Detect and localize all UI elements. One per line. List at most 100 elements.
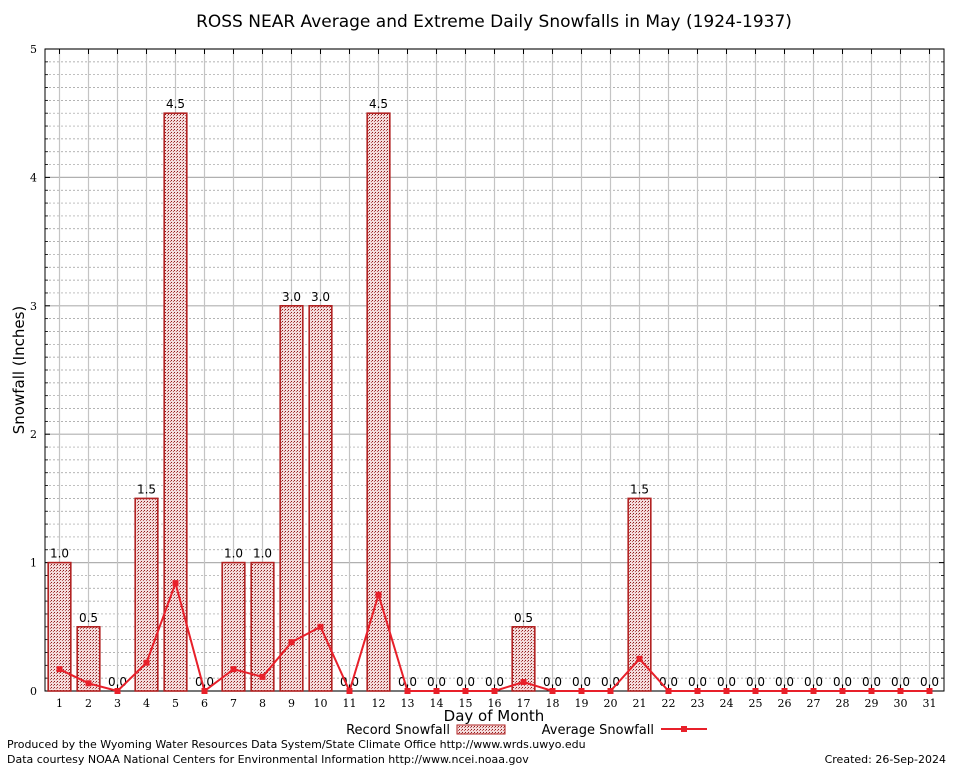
average-point-day-11 [346, 688, 353, 694]
y-tick-label: 5 [30, 43, 37, 56]
y-tick-label: 1 [30, 557, 37, 570]
x-tick-label: 17 [517, 697, 531, 710]
bar-day-12 [366, 112, 391, 692]
average-point-day-17 [520, 679, 527, 686]
x-tick-label: 2 [85, 697, 92, 710]
bar-value-label: 1.0 [50, 547, 69, 561]
x-tick-label: 26 [778, 697, 792, 710]
average-point-day-24 [723, 688, 730, 694]
average-point-day-13 [404, 688, 411, 694]
bar-value-label: 0.0 [195, 675, 214, 689]
x-tick-label: 13 [401, 697, 415, 710]
bar-value-label: 1.5 [137, 482, 156, 496]
record-bars [47, 112, 652, 692]
bar-value-label: 0.0 [891, 675, 910, 689]
bar-value-label: 0.0 [746, 675, 765, 689]
y-tick-label: 0 [30, 685, 37, 698]
bar-value-label: 0.0 [572, 675, 591, 689]
bar-value-label: 0.0 [398, 675, 417, 689]
average-point-day-26 [781, 688, 788, 694]
average-point-day-19 [578, 688, 585, 694]
average-point-day-10 [317, 623, 324, 630]
bar-value-label: 0.5 [514, 611, 533, 625]
x-tick-label: 14 [430, 697, 444, 710]
bar-day-5 [163, 112, 188, 692]
bar-day-7 [221, 561, 246, 692]
average-point-day-4 [143, 659, 150, 666]
x-tick-label: 20 [604, 697, 618, 710]
bar-value-label: 0.0 [717, 675, 736, 689]
x-tick-label: 15 [459, 697, 473, 710]
average-point-day-6 [201, 688, 208, 694]
average-point-day-7 [230, 666, 237, 673]
x-tick-label: 4 [143, 697, 150, 710]
average-point-day-29 [868, 688, 875, 694]
average-point-day-27 [810, 688, 817, 694]
x-tick-label: 22 [662, 697, 676, 710]
x-tick-label: 8 [259, 697, 266, 710]
average-point-day-31 [926, 688, 933, 694]
bar-day-8 [250, 561, 275, 692]
x-tick-label: 9 [288, 697, 295, 710]
x-tick-label: 31 [923, 697, 937, 710]
x-tick-label: 28 [836, 697, 850, 710]
average-point-day-21 [636, 655, 643, 662]
x-tick-label: 16 [488, 697, 502, 710]
x-tick-label: 30 [894, 697, 908, 710]
bar-value-label: 0.0 [543, 675, 562, 689]
bar-day-1 [47, 561, 72, 692]
x-tick-label: 23 [691, 697, 705, 710]
x-axis-label: Day of Month [444, 707, 545, 725]
footer-created: Created: 26-Sep-2024 [824, 753, 946, 766]
bar-value-label: 0.0 [862, 675, 881, 689]
bar-value-label: 0.0 [833, 675, 852, 689]
bar-value-label: 0.0 [659, 675, 678, 689]
footer-produced-by: Produced by the Wyoming Water Resources … [7, 738, 586, 751]
average-point-day-3 [114, 688, 121, 694]
x-tick-label: 21 [633, 697, 647, 710]
average-point-day-9 [288, 639, 295, 646]
x-tick-label: 24 [720, 697, 734, 710]
bar-value-label: 0.0 [920, 675, 939, 689]
x-tick-label: 19 [575, 697, 589, 710]
bar-value-label: 1.0 [253, 547, 272, 561]
bar-value-label: 0.5 [79, 611, 98, 625]
average-point-day-28 [839, 688, 846, 694]
bar-value-label: 3.0 [311, 290, 330, 304]
x-tick-label: 10 [314, 697, 328, 710]
x-tick-label: 6 [201, 697, 208, 710]
y-tick-label: 3 [30, 300, 37, 313]
x-axis-ticks: 1 2 3 4 5 6 7 8 9 10 11 12 13 14 15 16 17 18 19 20 21 22 23 24 2… [56, 49, 937, 710]
y-tick-label: 2 [30, 428, 37, 441]
average-point-day-2 [85, 680, 92, 687]
bar-value-label: 3.0 [282, 290, 301, 304]
bar-value-label: 0.0 [601, 675, 620, 689]
y-axis-label: Snowfall (Inches) [10, 306, 28, 434]
average-point-day-18 [549, 688, 556, 694]
average-point-day-5 [172, 580, 179, 587]
x-tick-label: 27 [807, 697, 821, 710]
legend-label-record: Record Snowfall [346, 723, 450, 738]
x-tick-label: 29 [865, 697, 879, 710]
legend-swatch-record [456, 724, 506, 735]
y-axis-ticks: 0 1 2 3 4 5 [30, 43, 944, 698]
average-point-day-8 [259, 673, 266, 680]
bar-value-label: 0.0 [427, 675, 446, 689]
legend-swatch-average-marker [681, 726, 687, 732]
bar-value-label: 0.0 [456, 675, 475, 689]
y-tick-label: 4 [30, 171, 37, 184]
x-tick-label: 3 [114, 697, 121, 710]
bar-value-label: 0.0 [108, 675, 127, 689]
x-tick-label: 1 [56, 697, 63, 710]
bar-value-label: 4.5 [166, 97, 185, 111]
chart-title: ROSS NEAR Average and Extreme Daily Snow… [196, 12, 792, 32]
bar-day-2 [76, 625, 101, 692]
average-point-day-12 [375, 591, 382, 598]
legend: Record Snowfall Average Snowfall [346, 723, 707, 738]
average-point-day-15 [462, 688, 469, 694]
footer-data-courtesy: Data courtesy NOAA National Centers for … [7, 753, 529, 766]
average-point-day-25 [752, 688, 759, 694]
x-tick-label: 12 [372, 697, 386, 710]
x-tick-label: 18 [546, 697, 560, 710]
